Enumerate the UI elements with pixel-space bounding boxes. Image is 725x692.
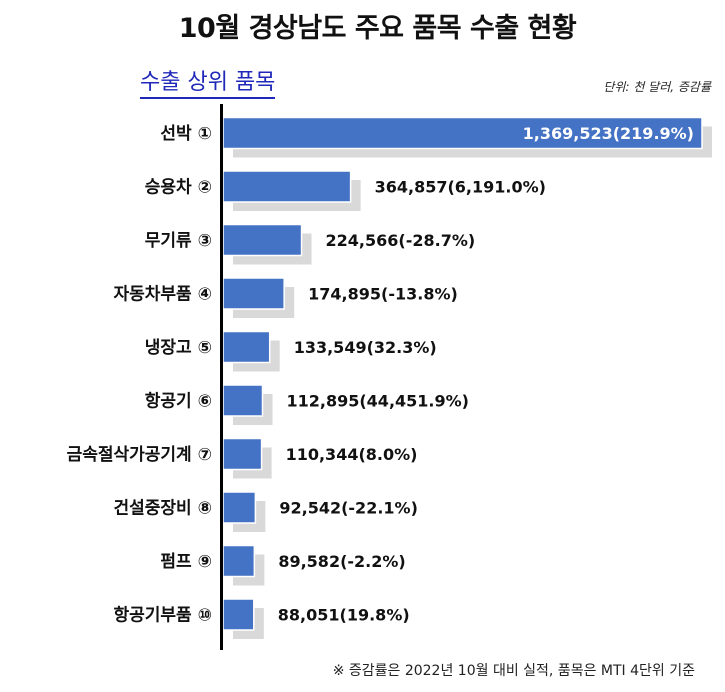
unit-note: 단위: 천 달러, 증감률 bbox=[603, 80, 711, 94]
bar bbox=[222, 598, 255, 631]
bar bbox=[222, 384, 264, 417]
data-label: 1,369,523(219.9%) bbox=[523, 124, 694, 143]
footnote: ※ 증감률은 2022년 10월 대비 실적, 품목은 MTI 4단위 기준 bbox=[332, 663, 695, 679]
chart-title: 10월 경상남도 주요 품목 수출 현황 bbox=[178, 13, 577, 44]
category-label: 건설중장비 ⑧ bbox=[113, 499, 212, 519]
bar bbox=[222, 437, 263, 471]
bar bbox=[222, 170, 352, 203]
category-label: 펌프 ⑨ bbox=[160, 552, 212, 572]
category-label: 냉장고 ⑤ bbox=[145, 338, 212, 358]
data-label: 89,582(-2.2%) bbox=[278, 552, 405, 571]
bar bbox=[222, 330, 271, 364]
category-axis-line bbox=[220, 104, 223, 650]
chart-subtitle: 수출 상위 품목 bbox=[140, 64, 276, 99]
data-label: 133,549(32.3%) bbox=[294, 338, 437, 357]
bar bbox=[222, 491, 257, 524]
category-label: 승용차 ② bbox=[145, 178, 212, 198]
bar bbox=[222, 223, 303, 257]
category-label: 자동차부품 ④ bbox=[113, 285, 212, 305]
data-label: 92,542(-22.1%) bbox=[279, 499, 418, 518]
data-label: 364,857(6,191.0%) bbox=[375, 178, 546, 197]
category-label: 금속절삭가공기계 ⑦ bbox=[67, 444, 212, 465]
data-label: 88,051(19.8%) bbox=[278, 606, 410, 625]
data-label: 112,895(44,451.9%) bbox=[286, 392, 468, 411]
category-label: 무기류 ③ bbox=[145, 231, 212, 251]
data-label: 224,566(-28.7%) bbox=[326, 231, 476, 250]
category-label: 선박 ① bbox=[160, 124, 212, 144]
bar bbox=[222, 116, 703, 150]
category-label: 항공기부품 ⑩ bbox=[113, 605, 212, 626]
data-label: 110,344(8.0%) bbox=[286, 445, 418, 464]
bar bbox=[222, 277, 285, 310]
bar bbox=[222, 544, 256, 578]
data-label: 174,895(-13.8%) bbox=[308, 285, 458, 304]
category-label: 항공기 ⑥ bbox=[145, 391, 212, 412]
